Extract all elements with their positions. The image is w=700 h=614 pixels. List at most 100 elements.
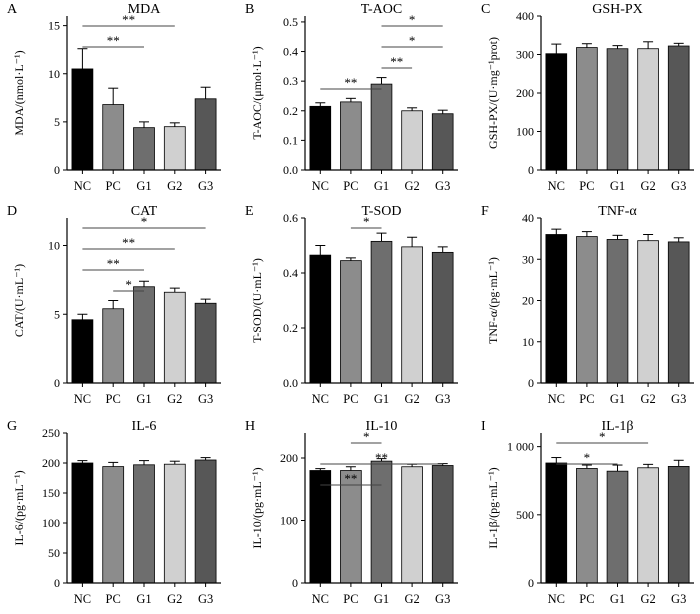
bar-g3 xyxy=(194,302,217,384)
x-tick-label: PC xyxy=(579,592,594,606)
x-tick-label: PC xyxy=(343,592,358,606)
x-tick-label: NC xyxy=(312,179,329,193)
y-tick-label: 500 xyxy=(516,508,534,522)
x-tick-label: G3 xyxy=(671,392,686,406)
bar-g1 xyxy=(606,470,629,584)
y-tick-label: 0.0 xyxy=(283,163,298,177)
bar-nc xyxy=(545,53,568,171)
y-tick-label: 0.4 xyxy=(283,266,298,280)
bar-g2 xyxy=(163,291,186,384)
panel-letter: E xyxy=(245,204,254,219)
bar-g3 xyxy=(431,251,454,384)
x-tick-label: G3 xyxy=(198,392,213,406)
bar-g2 xyxy=(163,463,186,584)
y-tick-label: 0.3 xyxy=(283,74,298,88)
x-tick-label: G2 xyxy=(167,179,182,193)
bar-pc xyxy=(576,468,598,584)
x-tick-label: NC xyxy=(74,179,91,193)
y-tick-label: 0.2 xyxy=(283,104,298,118)
x-tick-label: G2 xyxy=(404,179,419,193)
x-tick-label: NC xyxy=(312,592,329,606)
bar-g2 xyxy=(637,467,659,584)
y-tick-label: 0 xyxy=(528,376,534,390)
significance-label: * xyxy=(409,33,416,48)
panel-letter: A xyxy=(7,2,18,17)
bar-g2 xyxy=(637,48,659,171)
bar-g3 xyxy=(667,45,690,171)
y-tick-label: 10 xyxy=(522,335,534,349)
x-tick-label: G3 xyxy=(198,179,213,193)
x-tick-label: G1 xyxy=(610,179,625,193)
y-tick-label: 5 xyxy=(54,115,60,129)
bar-g1 xyxy=(370,240,393,384)
y-tick-label: 0.6 xyxy=(283,211,298,225)
y-tick-label: 5 xyxy=(54,307,60,321)
y-tick-label: 0 xyxy=(292,576,298,590)
x-tick-label: G1 xyxy=(374,592,389,606)
bar-g2 xyxy=(401,110,423,171)
bar-g2 xyxy=(637,240,659,384)
y-tick-label: 300 xyxy=(516,48,534,62)
x-tick-label: G3 xyxy=(671,179,686,193)
y-tick-label: 40 xyxy=(522,211,534,225)
y-tick-label: 200 xyxy=(42,456,60,470)
y-tick-label: 0 xyxy=(54,163,60,177)
panel-letter: I xyxy=(481,419,486,434)
y-tick-label: 100 xyxy=(280,514,298,528)
x-tick-label: G2 xyxy=(404,392,419,406)
bar-g2 xyxy=(401,246,423,384)
x-tick-label: PC xyxy=(343,179,358,193)
x-tick-label: G3 xyxy=(435,392,450,406)
bar-g3 xyxy=(431,113,454,171)
bar-g1 xyxy=(606,239,629,384)
panel-letter: D xyxy=(7,204,17,219)
x-tick-label: NC xyxy=(312,392,329,406)
chart-title: T-SOD xyxy=(362,204,402,219)
y-tick-label: 400 xyxy=(516,9,534,23)
bar-g2 xyxy=(401,466,423,584)
bar-pc xyxy=(102,308,125,384)
chart-title: IL-10 xyxy=(366,419,398,434)
x-tick-label: PC xyxy=(106,392,121,406)
panel-letter: G xyxy=(7,419,17,434)
significance-label: * xyxy=(125,277,132,292)
y-tick-label: 10 xyxy=(48,67,60,81)
y-tick-label: 200 xyxy=(516,86,534,100)
bar-g1 xyxy=(606,48,629,171)
significance-label: * xyxy=(141,214,148,229)
y-axis-label: IL-6/(pg·mL⁻¹) xyxy=(12,470,26,545)
bar-g3 xyxy=(194,98,217,171)
significance-label: ** xyxy=(122,235,135,250)
bar-g1 xyxy=(133,286,155,384)
y-tick-label: 200 xyxy=(280,451,298,465)
y-tick-label: 0.1 xyxy=(283,133,298,147)
y-tick-label: 30 xyxy=(522,252,534,266)
significance-label: ** xyxy=(344,75,357,90)
significance-label: ** xyxy=(122,12,135,27)
chart-title: CAT xyxy=(131,204,158,219)
x-tick-label: PC xyxy=(106,179,121,193)
y-tick-label: 50 xyxy=(48,546,60,560)
y-tick-label: 0.4 xyxy=(283,45,298,59)
bar-nc xyxy=(309,470,332,584)
significance-label: ** xyxy=(375,450,388,465)
x-tick-label: PC xyxy=(343,392,358,406)
x-tick-label: NC xyxy=(548,392,565,406)
bar-pc xyxy=(576,47,598,171)
y-tick-label: 0 xyxy=(528,576,534,590)
bar-nc xyxy=(71,462,94,584)
chart-title: T-AOC xyxy=(361,2,403,17)
y-tick-label: 0 xyxy=(54,376,60,390)
x-tick-label: PC xyxy=(579,179,594,193)
y-tick-label: 250 xyxy=(42,426,60,440)
bar-g3 xyxy=(667,241,690,384)
y-tick-label: 0.0 xyxy=(283,376,298,390)
x-tick-label: NC xyxy=(74,592,91,606)
y-axis-label: TNF-α/(pg·mL⁻¹) xyxy=(486,257,500,344)
y-axis-label: CAT/(U·mL⁻¹) xyxy=(12,264,26,337)
panel-e: E T-SOD 0.0 0.2 0.4 0.6 NC PC G1 G2 G3 T-SOD/(U·mL⁻… xyxy=(245,204,458,406)
chart-title: IL-1β xyxy=(602,419,634,434)
